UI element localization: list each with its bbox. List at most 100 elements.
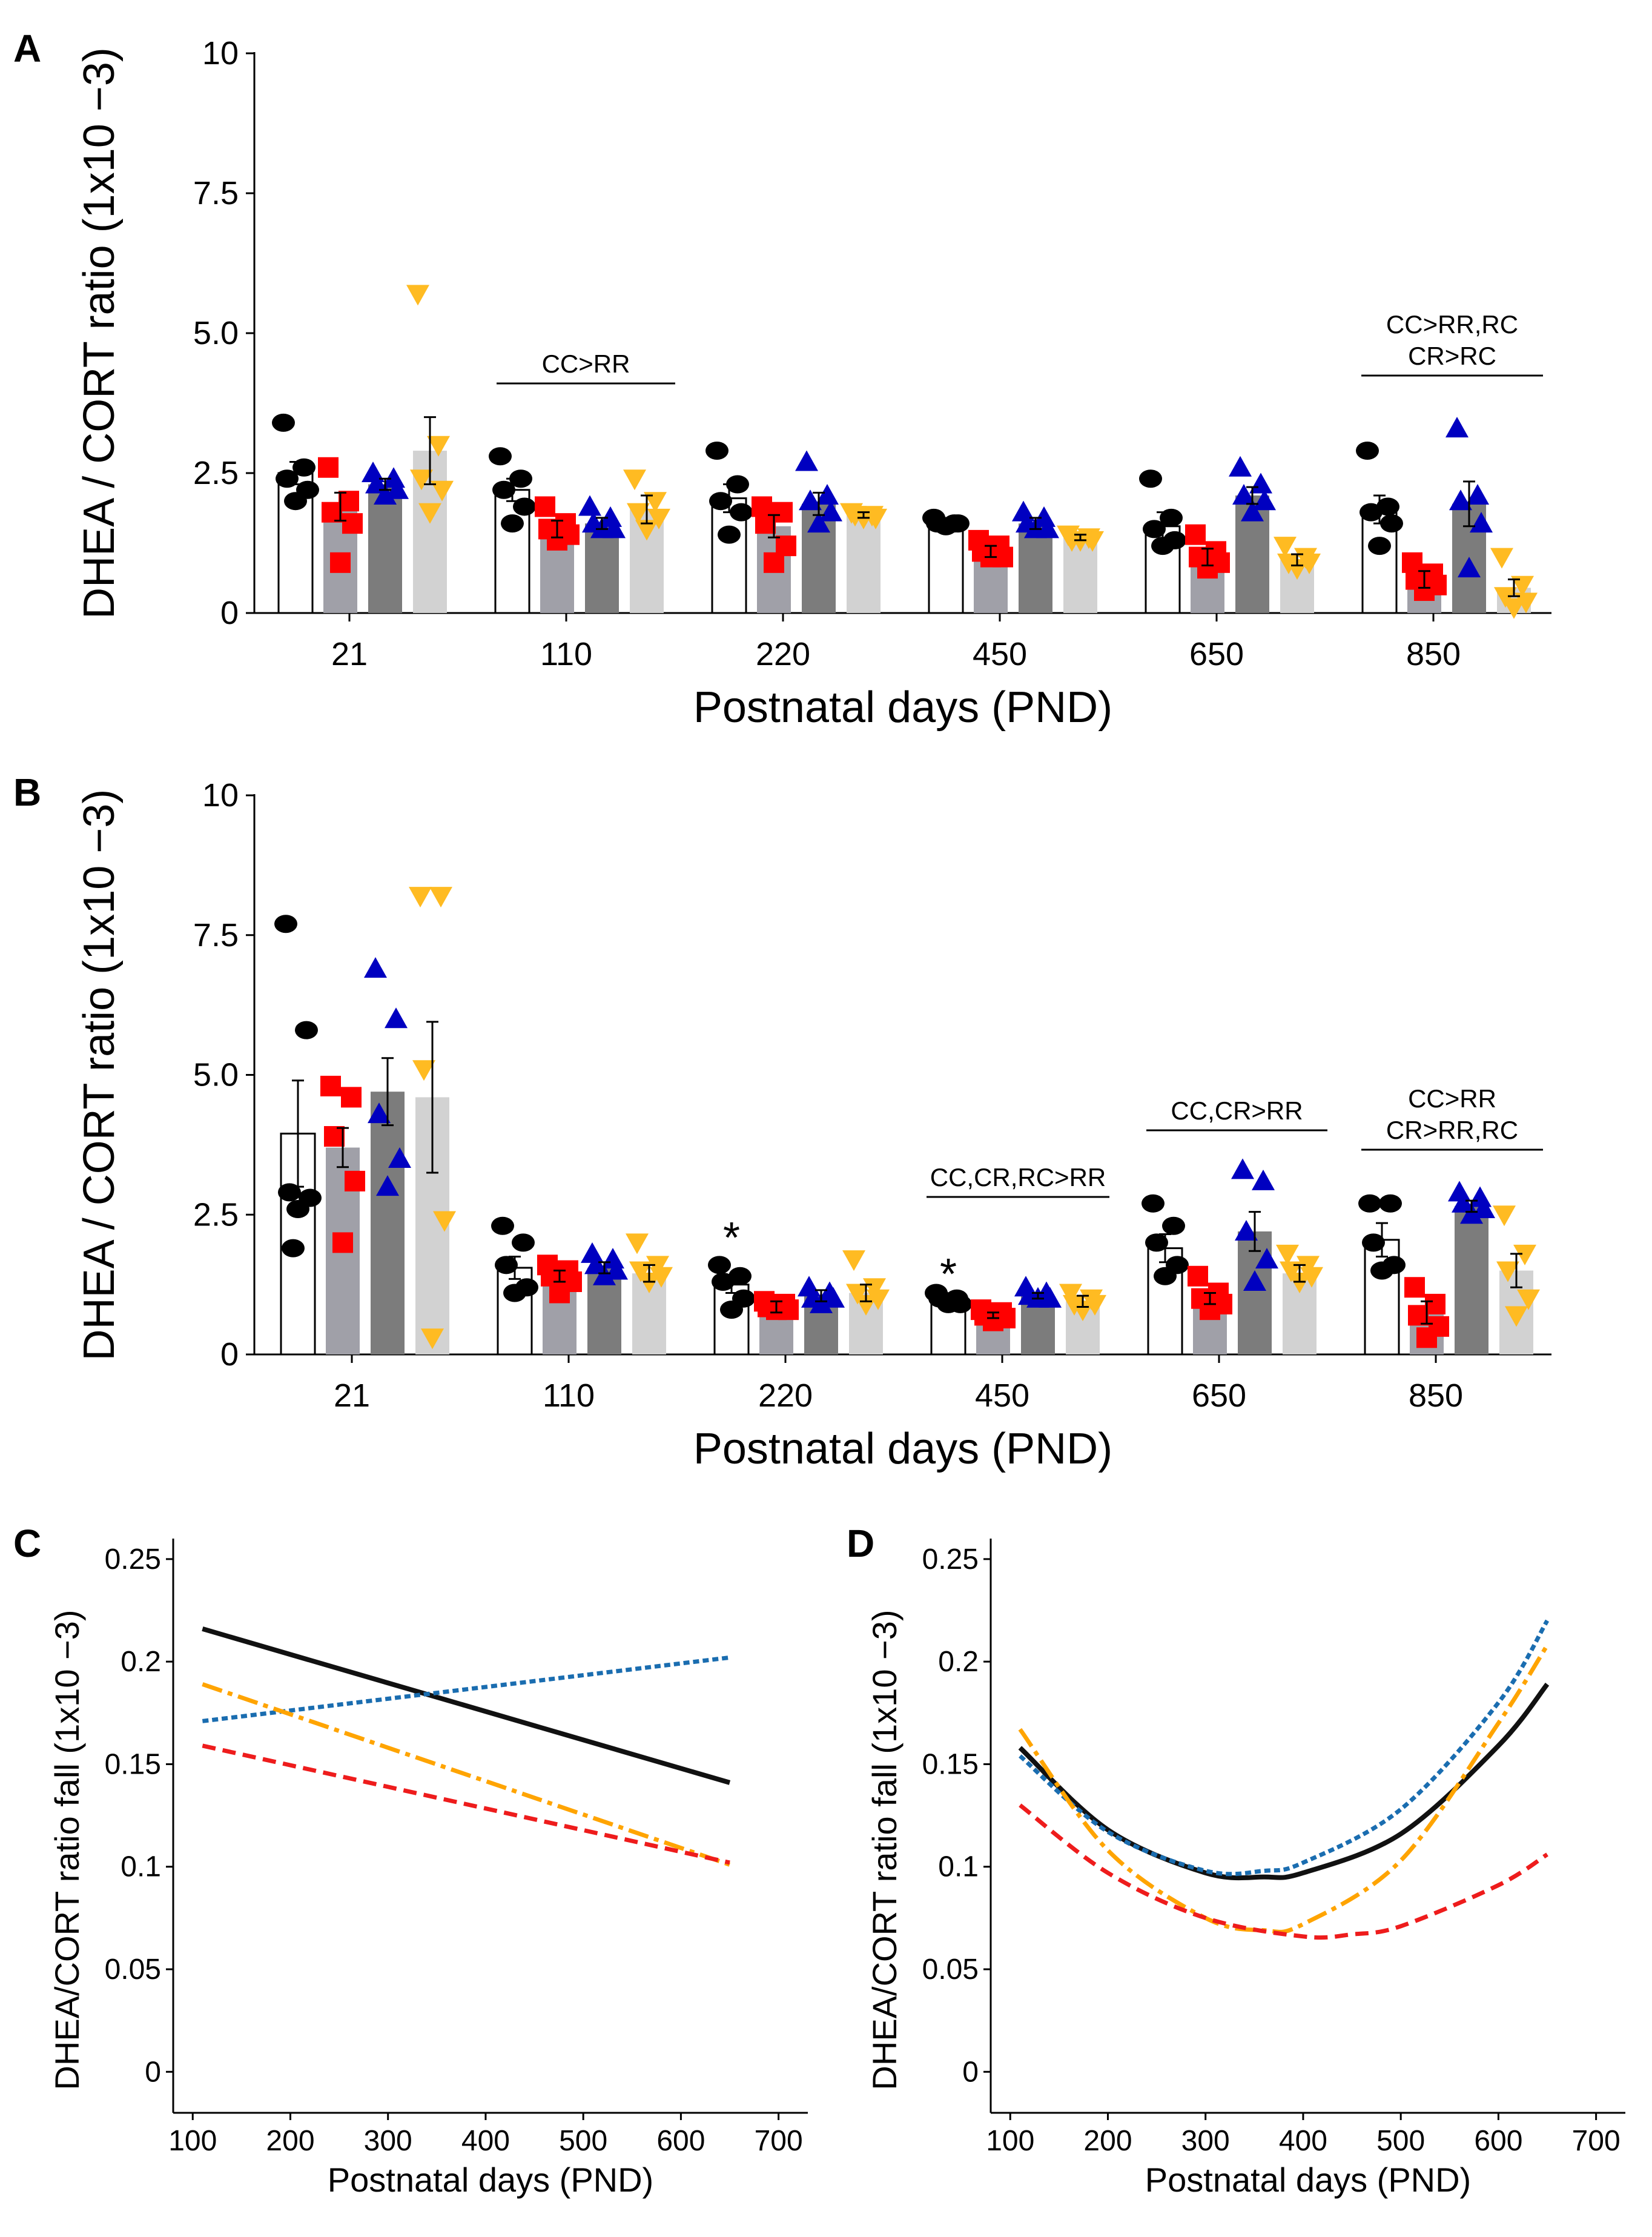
data-point-rr	[842, 1250, 865, 1271]
data-point-rc	[1466, 483, 1489, 505]
data-point-rr	[1494, 587, 1517, 608]
y-axis-title: DHEA/CORT ratio fall (1x10 −3)	[865, 1609, 904, 2090]
panel-a-chart: A 0 2.5 5.0 7.5 10 21 110 220 450 650 850 CC>RR CC>RR…	[13, 27, 1551, 732]
x-tick-label: 100	[168, 2125, 217, 2157]
x-axis-title: Postnatal days (PND)	[328, 2161, 653, 2199]
data-point-rc	[807, 512, 830, 533]
significance-star: *	[723, 1214, 740, 1262]
comparison-label: CC,CR>RR	[1171, 1096, 1303, 1125]
data-point-rr	[418, 503, 441, 524]
x-tick-label: 200	[266, 2125, 314, 2157]
data-point-cr	[1188, 1265, 1208, 1287]
data-point-rc	[584, 1253, 607, 1274]
y-axis-title: DHEA / CORT ratio (1x10 −3)	[75, 47, 124, 619]
x-tick-label: 400	[1279, 2125, 1327, 2157]
data-point-rc	[816, 483, 839, 505]
data-point-cc	[712, 1273, 735, 1291]
x-tick-label: 600	[656, 2125, 705, 2157]
data-point-rr	[1505, 1306, 1528, 1327]
data-point-cc	[489, 447, 512, 466]
panel-letter: B	[13, 771, 41, 814]
data-point-rc	[365, 472, 388, 494]
y-tick-label: 5.0	[193, 315, 239, 351]
data-point-rr	[1517, 1289, 1540, 1310]
y-tick-label: 0.2	[938, 1646, 979, 1678]
data-point-cc	[1139, 469, 1162, 488]
data-point-rr	[867, 1289, 890, 1310]
data-point-cc	[1358, 1194, 1381, 1213]
y-tick-label: 0.25	[105, 1543, 161, 1576]
data-point-cc	[282, 1239, 305, 1258]
data-point-rc	[593, 1264, 616, 1285]
data-point-rr	[431, 480, 454, 502]
data-point-cc	[276, 469, 299, 488]
data-point-cr	[324, 1126, 345, 1147]
data-point-rc	[798, 1276, 821, 1297]
data-point-rr	[1496, 1261, 1519, 1282]
bar-rc	[1019, 523, 1052, 613]
x-tick-label: 100	[986, 2125, 1034, 2157]
data-point-rr	[626, 1233, 649, 1254]
data-point-rc	[819, 500, 842, 522]
data-point-rr	[1511, 575, 1534, 597]
data-point-rr	[1502, 598, 1525, 619]
data-point-rr	[1490, 548, 1513, 569]
x-tick-label: 700	[755, 2125, 803, 2157]
data-point-rr	[1069, 531, 1092, 552]
x-tick-label: 500	[1376, 2125, 1425, 2157]
data-point-cc	[495, 1256, 518, 1274]
data-point-cc	[292, 458, 316, 477]
data-point-rr	[1298, 553, 1321, 574]
data-point-cc	[1356, 442, 1379, 460]
x-axis-title: Postnatal days (PND)	[693, 683, 1112, 732]
data-point-rr	[1059, 1284, 1082, 1305]
data-point-cr	[332, 1232, 353, 1253]
data-point-cc	[503, 1284, 526, 1302]
y-tick-label: 7.5	[193, 917, 239, 953]
bar-cc	[497, 1267, 533, 1356]
data-point-rc	[1446, 417, 1469, 438]
series-line-cr	[1019, 1803, 1548, 1940]
x-axis-title: Postnatal days (PND)	[693, 1425, 1112, 1473]
x-tick-label: 21	[331, 636, 368, 672]
y-tick-label: 0.15	[922, 1748, 979, 1780]
y-tick-label: 7.5	[193, 175, 239, 211]
panel-d-chart: D 0 0.05 0.1 0.15 0.2 0.25 100 200 300 400 500 600 70…	[847, 1522, 1625, 2199]
data-point-rr	[638, 1273, 661, 1294]
data-point-cc	[509, 469, 532, 488]
comparison-label: CC>RR,RC	[1386, 310, 1518, 339]
data-point-cr	[1408, 1305, 1429, 1326]
data-point-cc	[284, 492, 307, 511]
x-tick-label: 300	[364, 2125, 412, 2157]
data-point-cc	[1368, 537, 1391, 555]
x-tick-label: 110	[543, 1377, 595, 1414]
data-point-cc	[274, 915, 297, 933]
y-tick-label: 0.2	[121, 1646, 161, 1678]
data-point-rc	[1452, 1191, 1475, 1213]
y-tick-label: 0.15	[105, 1748, 161, 1780]
data-point-cc	[501, 514, 524, 533]
data-point-cr	[341, 1087, 362, 1108]
bar-rc	[371, 1092, 405, 1354]
comparison-label: CC>RR	[1408, 1084, 1496, 1113]
data-point-cc	[1154, 1267, 1177, 1285]
data-point-cc	[720, 1301, 743, 1319]
data-point-rr	[1300, 1267, 1323, 1288]
data-point-rr	[1297, 1256, 1320, 1277]
bar-rc	[1455, 1206, 1488, 1354]
data-point-cc	[1380, 514, 1403, 533]
data-point-rr	[1071, 1301, 1094, 1322]
data-point-rr	[644, 492, 667, 513]
data-point-rc	[1232, 483, 1255, 505]
data-point-rc	[822, 1287, 845, 1308]
data-point-rr	[1274, 537, 1297, 558]
data-point-rc	[581, 1242, 604, 1263]
panel-letter: C	[13, 1522, 41, 1565]
data-point-cr	[320, 1075, 341, 1096]
data-point-cc	[1370, 1261, 1393, 1280]
x-axis-title: Postnatal days (PND)	[1145, 2161, 1471, 2199]
data-point-rr	[627, 503, 650, 524]
data-point-cr	[764, 552, 784, 573]
data-point-rc	[605, 1259, 628, 1280]
